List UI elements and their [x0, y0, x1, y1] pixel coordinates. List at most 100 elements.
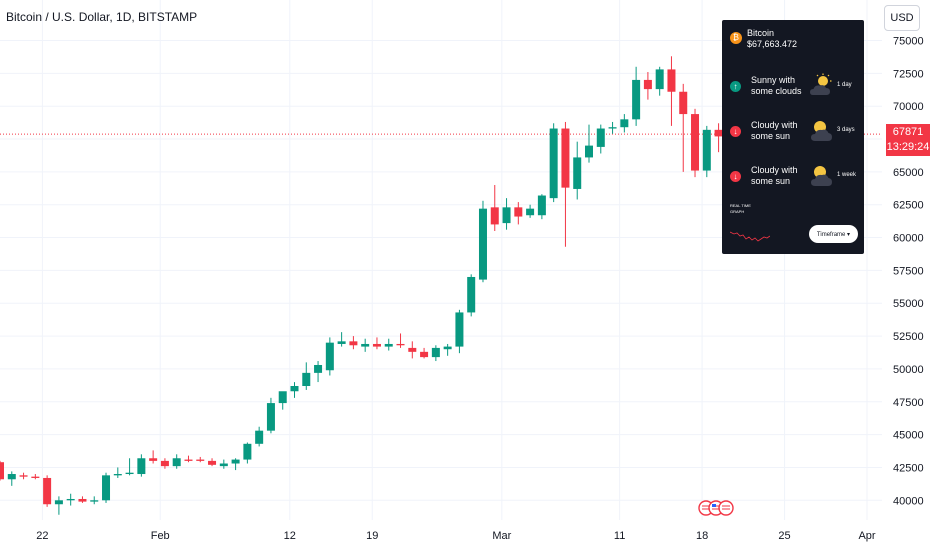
forecast-row-3-days[interactable]: ↓ Cloudy with some sun 3 days: [730, 116, 858, 148]
candle-body: [290, 386, 299, 392]
candle-body: [219, 463, 228, 467]
candle-body: [702, 129, 711, 171]
candle-body: [102, 475, 111, 501]
realtime-graph-label: REAL TIME GRAPH: [730, 203, 751, 214]
candle-body: [608, 127, 617, 129]
widget-header: ₿ Bitcoin $67,663.472: [730, 28, 797, 50]
candle-body: [361, 343, 370, 347]
currency-button[interactable]: USD: [884, 5, 920, 31]
candle-body: [585, 145, 593, 158]
candle: [608, 121, 617, 134]
candle-body: [372, 343, 381, 347]
candle-body: [90, 500, 99, 502]
candle: [702, 125, 711, 178]
cloud-sun-icon: [811, 121, 832, 141]
candle-body: [302, 372, 311, 387]
candle-body: [714, 129, 723, 137]
candle: [196, 456, 205, 463]
candle: [561, 121, 570, 247]
candle: [302, 362, 311, 390]
candle: [490, 185, 499, 231]
candle-body: [467, 276, 476, 313]
candle-body: [125, 472, 134, 475]
x-tick-label: 22: [36, 530, 48, 542]
candle: [325, 337, 334, 376]
candle-body: [549, 128, 558, 199]
timeframe-dropdown[interactable]: Timeframe ▾: [809, 225, 858, 243]
candle: [78, 496, 87, 503]
candle: [113, 467, 122, 478]
candle-body: [396, 343, 405, 346]
x-tick-label: 11: [614, 530, 625, 542]
candle-body: [420, 351, 429, 358]
x-tick-label: 25: [778, 530, 790, 542]
forecast-period: 1 week: [837, 172, 857, 178]
candle-body: [149, 458, 158, 461]
y-tick-label: 75000: [893, 36, 924, 48]
candle: [337, 332, 346, 347]
current-price-label: 67871: [892, 126, 924, 138]
y-tick-label: 65000: [893, 167, 924, 179]
asset-name: Bitcoin: [747, 28, 775, 38]
candle-body: [526, 208, 535, 216]
bar-countdown: 13:29:24: [886, 141, 930, 153]
candle-body: [31, 476, 40, 478]
forecast-widget: ₿ Bitcoin $67,663.472 ↑ Sunny with some …: [722, 20, 864, 254]
candle: [420, 347, 429, 359]
candle-body: [113, 474, 122, 476]
candle: [314, 361, 323, 383]
candle: [255, 426, 264, 447]
forecast-row-1-week[interactable]: ↓ Cloudy with some sun 1 week: [730, 161, 858, 193]
candle: [655, 66, 664, 96]
candle-body: [408, 347, 417, 352]
candle-body: [643, 79, 652, 90]
y-tick-label: 45000: [893, 430, 924, 442]
candle: [467, 274, 476, 317]
candle-body: [514, 207, 523, 217]
chart-title: Bitcoin / U.S. Dollar, 1D, BITSTAMP: [6, 10, 198, 24]
candles: [0, 56, 723, 515]
y-tick-label: 50000: [893, 364, 924, 376]
candle-body: [278, 391, 287, 404]
candle-body: [490, 207, 499, 225]
candle: [231, 458, 240, 471]
current-price-tag: 67871 13:29:24: [886, 124, 930, 156]
candle: [667, 56, 676, 126]
x-tick-label: 18: [696, 530, 708, 542]
candle: [585, 124, 593, 163]
candle: [0, 460, 4, 481]
candle: [137, 454, 146, 477]
arrow-up-icon: ↑: [730, 81, 741, 92]
x-axis[interactable]: 22 Feb 12 19 Mar 11 18 25 Apr: [36, 530, 876, 542]
candle-body: [243, 443, 252, 460]
candle: [160, 458, 169, 469]
candle: [208, 458, 217, 467]
candle-body: [349, 341, 358, 346]
candle: [573, 141, 582, 200]
x-tick-label: Apr: [858, 530, 875, 542]
candle: [632, 66, 641, 126]
x-tick-label: 19: [366, 530, 378, 542]
forecast-row-1-day[interactable]: ↑ Sunny with some clouds 1 day: [730, 71, 858, 103]
candle: [455, 309, 464, 354]
y-tick-label: 42500: [893, 462, 924, 474]
candle-body: [160, 460, 169, 467]
y-tick-label: 40000: [893, 495, 924, 507]
candle-body: [502, 207, 511, 224]
candle-body: [196, 459, 205, 461]
y-tick-label: 47500: [893, 397, 924, 409]
candle: [219, 459, 228, 469]
y-tick-label: 60000: [893, 233, 924, 245]
candle: [514, 202, 523, 225]
candle-body: [0, 462, 4, 480]
holiday-flags-icon[interactable]: [696, 494, 736, 522]
candle-body: [66, 498, 75, 501]
candle-body: [691, 114, 700, 171]
candle: [90, 496, 99, 505]
candle: [502, 198, 511, 230]
candle: [7, 471, 16, 486]
candle-body: [325, 342, 334, 371]
forecast-period: 3 days: [837, 127, 855, 133]
y-axis[interactable]: 40000 42500 45000 47500 50000 52500 55000 57500…: [893, 36, 924, 508]
y-tick-label: 52500: [893, 331, 924, 343]
